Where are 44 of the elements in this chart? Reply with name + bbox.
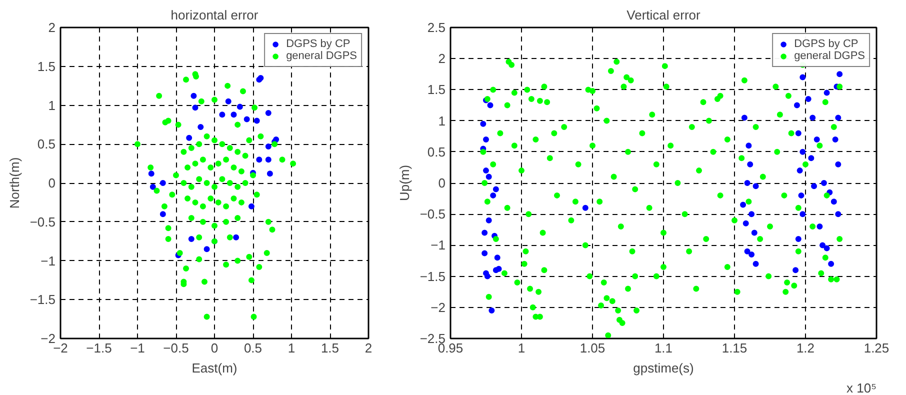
y-tick-label: 1.5 [427,82,446,98]
chart-title: Vertical error [626,8,702,22]
y-axis-title: North(m) [6,157,22,209]
y-tick-label: −0.5 [30,214,56,230]
y-tick-label: 1 [48,98,56,113]
y-tick-label: −1 [430,238,446,253]
y-tick-label: 0 [438,176,446,190]
y-tick-label: −0.5 [420,206,446,222]
x-tick-label: 1.05 [580,340,606,356]
x-tick-label: 1.1 [654,340,673,356]
x-tick-label: 1 [518,340,526,356]
x-tick-label: 1.25 [864,340,890,356]
x-tick-label: 0.5 [244,340,262,356]
x-tick-label: −1.5 [86,340,112,356]
x-tick-label: −0.5 [163,340,189,356]
y-tick-label: 2.5 [427,20,446,35]
y-axis-title: Up(m) [396,164,412,202]
legend-label: DGPS by CP [794,38,858,50]
y-tick-label: 1 [438,113,446,128]
x-axis-title: East(m) [192,360,238,376]
y-tick-label: 2 [48,20,56,35]
x-tick-label: 1.5 [320,340,340,356]
x-tick-label: 0 [210,340,218,356]
x-tick-label: 1.2 [796,340,815,356]
chart-title: horizontal error [170,8,259,22]
x-tick-label: −1 [130,340,145,356]
y-tick-label: 0.5 [427,144,446,160]
y-tick-label: −1.5 [30,292,56,308]
y-tick-label: 2 [438,51,446,66]
y-tick-label: 1.5 [37,58,56,74]
legend-label: general DGPS [794,50,865,62]
y-tick-label: −2 [40,331,56,346]
x-tick-label: 1.15 [722,340,748,356]
y-tick-label: 0 [48,176,56,190]
y-tick-label: 0.5 [37,136,56,152]
x-tick-label: 2 [364,340,372,356]
y-tick-label: −1.5 [420,268,446,284]
legend-label: DGPS by CP [286,38,350,50]
y-tick-label: −1 [40,253,56,268]
text: x 10⁵ [846,380,877,395]
x-tick-label: 1 [288,340,296,356]
x-axis-title: gpstime(s) [633,360,694,376]
y-tick-label: −2 [430,300,446,315]
legend-label: general DGPS [286,50,357,62]
